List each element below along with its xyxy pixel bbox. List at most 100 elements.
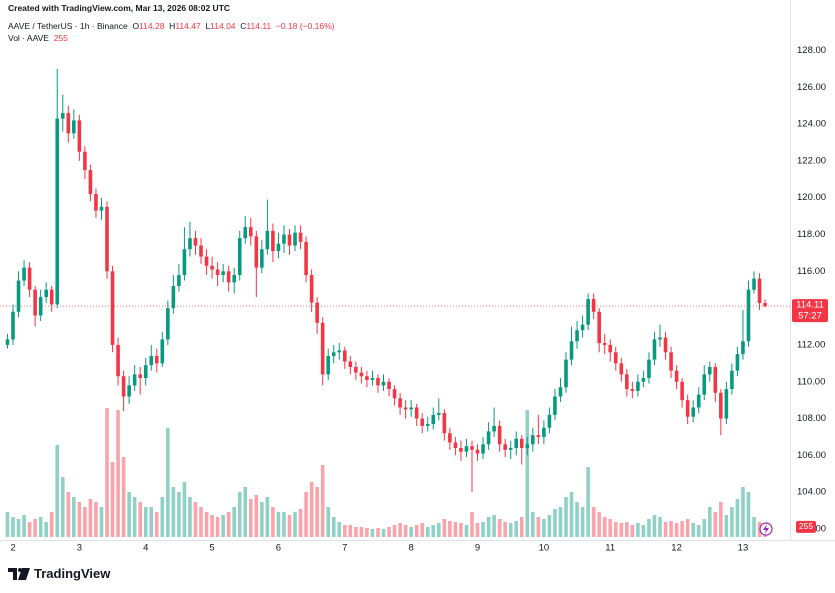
candle-body	[713, 367, 718, 393]
volume-bar	[55, 445, 60, 537]
candle-body	[160, 339, 165, 364]
candle-body	[536, 435, 541, 437]
volume-bar	[503, 522, 507, 537]
candle-body	[597, 311, 601, 344]
volume-bar	[354, 527, 358, 537]
volume-bar	[481, 522, 485, 537]
volume-bar	[597, 512, 601, 537]
volume-bar	[94, 502, 98, 537]
volume-bar	[33, 519, 37, 537]
volume-bar	[735, 499, 740, 537]
candle-body	[132, 374, 137, 386]
volume-bar	[564, 497, 568, 537]
x-tick-label: 9	[475, 543, 480, 554]
last-price-box	[792, 299, 828, 323]
volume-bar	[608, 519, 613, 537]
candle-body	[204, 256, 209, 266]
volume-bar	[746, 492, 751, 537]
candle-body	[182, 249, 187, 275]
candle-body	[260, 249, 264, 268]
candle-body	[188, 238, 192, 250]
candle-body	[652, 339, 657, 360]
volume-bar	[204, 512, 209, 537]
candle-body	[287, 234, 292, 246]
alert-bolt	[763, 524, 769, 534]
volume-bar	[414, 525, 419, 537]
candle-body	[177, 275, 181, 287]
last-volume-label: 255	[799, 521, 813, 531]
x-tick-label: 7	[342, 543, 347, 554]
volume-bar	[580, 507, 585, 537]
volume-pane	[5, 408, 767, 537]
volume-bar	[636, 523, 640, 537]
candle-body	[763, 302, 767, 307]
candle-body	[420, 418, 425, 426]
volume-bar	[154, 512, 159, 537]
l-value: 114.04	[210, 21, 236, 31]
volume-bar	[619, 523, 624, 537]
candle-body	[558, 387, 563, 397]
volume-bar	[376, 528, 380, 537]
candle-body	[409, 407, 413, 410]
candle-body	[5, 339, 10, 345]
volume-bar	[271, 507, 275, 537]
volume-bar	[365, 528, 369, 537]
x-tick-label: 13	[738, 543, 749, 554]
y-tick-label: 104.00	[797, 487, 826, 498]
volume-bar	[132, 497, 137, 537]
volume-bar	[702, 519, 707, 537]
volume-bar	[641, 525, 646, 537]
candle-body	[475, 449, 480, 454]
candle-body	[359, 372, 364, 377]
candle-body	[647, 359, 651, 379]
y-tick-label: 116.00	[797, 266, 825, 277]
volume-bar	[243, 487, 248, 537]
h-value: 114.47	[175, 21, 201, 31]
candle-body	[276, 243, 281, 252]
candle-body	[696, 394, 701, 408]
volume-bar	[442, 519, 447, 537]
volume-bar	[625, 522, 629, 537]
h-label: H	[169, 21, 176, 31]
candle-body	[741, 341, 745, 355]
last-price-label: 114.11	[796, 300, 824, 311]
symbol: AAVE / TetherUS · 1h · Binance	[8, 21, 128, 31]
candle-body	[757, 278, 762, 303]
candle-body	[254, 236, 259, 268]
volume-bar	[630, 525, 635, 537]
candle-body	[143, 365, 148, 379]
volume-bar	[448, 521, 452, 537]
candle-body	[171, 286, 176, 309]
volume-bar	[741, 487, 745, 537]
candle-body	[16, 280, 21, 312]
volume-bar	[752, 517, 756, 537]
candle-body	[149, 355, 154, 366]
volume-bar	[309, 482, 314, 537]
candle-body	[83, 151, 87, 171]
volume-bar	[99, 507, 104, 537]
y-tick-label: 124.00	[797, 119, 826, 130]
volume-bar	[11, 517, 15, 537]
candle-body	[60, 113, 65, 119]
candle-body	[531, 435, 535, 445]
candle-body	[105, 206, 109, 272]
candle-body	[702, 374, 707, 395]
candle-body	[304, 241, 308, 275]
candle-body	[88, 170, 93, 195]
volume-bar	[403, 525, 408, 537]
x-tick-label: 2	[10, 543, 15, 554]
candle-body	[641, 378, 646, 382]
volume-bar	[199, 507, 203, 537]
volume-bar	[38, 517, 43, 537]
volume-bar	[514, 521, 519, 537]
volume-bar	[669, 521, 673, 537]
volume-bar	[663, 522, 668, 537]
volume-bar	[121, 457, 126, 537]
volume-bar	[591, 507, 596, 537]
volume-bar	[387, 527, 391, 537]
volume-legend: Vol · AAVE 255	[8, 33, 68, 43]
candle-body	[719, 392, 723, 419]
candle-body	[381, 381, 386, 386]
